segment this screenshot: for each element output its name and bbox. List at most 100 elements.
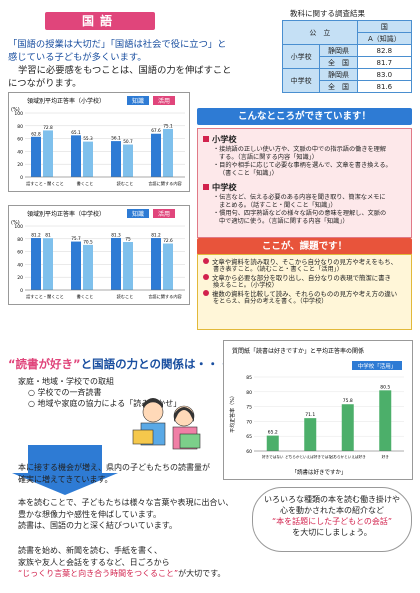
bar — [71, 135, 81, 177]
speech-bubble: いろいろな種類の本を読む働き掛けや 心を動かされた本の紹介など “本を話題にした… — [252, 487, 412, 552]
bar — [266, 435, 279, 451]
legend-knowledge-label: 知識 — [132, 210, 144, 218]
square-bullet-icon — [203, 136, 209, 142]
para-reading-volume: 本に接する機会が増え、県内の子どもたちの読書量が 確実に増えてきています。 — [18, 463, 210, 484]
bar — [123, 144, 133, 177]
bar — [43, 130, 53, 177]
chart-junior-high-svg: 領域別平均正答率（中学校） 知識 活用 (%) 0 20 40 60 80 100 81.2 81 話す… — [11, 209, 185, 300]
bar — [31, 136, 41, 177]
bar — [163, 128, 173, 177]
y-tick-label: 20 — [17, 162, 23, 168]
x-tick-label: 話すこと・聞くこと — [26, 293, 64, 300]
data-label: 70.5 — [83, 239, 93, 245]
bar — [43, 238, 53, 290]
good-panel: 小学校 ・接続語の正しい使い方や、文脈の中での指示語の働きを理解 する。（言語に… — [197, 128, 412, 238]
bar — [111, 141, 121, 177]
y-tick-label: 80 — [246, 390, 252, 396]
y-tick-label: 60 — [17, 137, 23, 143]
data-label: 71.1 — [305, 412, 315, 418]
x-tick-label: どちらかといえば好き — [330, 454, 366, 459]
issue-panel: 文章や資料を読み取り、そこから自分なりの見方や考えをもち、 書き表すこと。（読む… — [197, 254, 412, 330]
y-tick-label: 0 — [20, 175, 23, 181]
tag-label: 中学校「活用」 — [358, 362, 397, 370]
y-tick-label: 0 — [20, 288, 23, 294]
data-label: 75 — [125, 237, 131, 243]
data-label: 67.6 — [151, 128, 161, 134]
circle-bullet-icon — [203, 258, 209, 264]
x-tick-label: 言語に関する内容 — [148, 293, 182, 300]
y-tick-label: 85 — [246, 375, 252, 381]
data-label: 81.3 — [111, 232, 121, 238]
chart-title: 領域別平均正答率（小学校） — [27, 97, 105, 105]
reading-chart: 質問紙「読書は好きですか」と平均正答率の関係中学校「活用」平均正答率（%） 60 6… — [223, 340, 413, 480]
y-axis-label: 平均正答率（%） — [229, 393, 236, 433]
circle-bullet-icon — [203, 290, 209, 296]
bar — [151, 238, 161, 290]
x-tick-label: 書くこと — [77, 293, 94, 300]
bar — [304, 418, 317, 451]
chart-title: 領域別平均正答率（中学校） — [27, 210, 105, 218]
legend-knowledge-label: 知識 — [132, 97, 144, 105]
reading-question: “読書が好き”と国語の力との関係は・・・？ — [8, 357, 242, 371]
data-label: 80.5 — [380, 384, 390, 390]
legend-application-swatch — [153, 96, 175, 105]
children-reading-illustration — [132, 398, 201, 450]
chart-junior-high: 領域別平均正答率（中学校） 知識 活用 (%) 0 20 40 60 80 100 81.2 81 話す… — [8, 205, 190, 305]
legend-application-label: 活用 — [158, 97, 170, 105]
bar — [341, 404, 354, 451]
x-axis-caption: 「読書は好きですか」 — [291, 468, 346, 476]
circle-bullet-icon — [203, 274, 209, 280]
lead-text: 「国語の授業は大切だ」「国語は社会で役に立つ」と 感じている子どもが多くいます。… — [8, 39, 232, 89]
y-tick-label: 75 — [246, 405, 252, 411]
bar — [123, 242, 133, 290]
data-label: 65.2 — [268, 430, 278, 436]
data-label: 75.7 — [71, 236, 81, 242]
y-axis-unit: (%) — [11, 107, 20, 113]
chart-elementary: 領域別平均正答率（小学校） 知識 活用 (%) 0 20 40 60 80 100 62.8 72.8… — [8, 92, 190, 192]
x-tick-label: 話すこと・聞くこと — [26, 180, 64, 187]
survey-title: 教科に関する調査結果 — [290, 9, 365, 18]
y-tick-label: 65 — [246, 434, 252, 440]
data-label: 81 — [45, 233, 51, 239]
bar — [83, 244, 93, 290]
initiatives: 家庭・地域・学校での取組 ○ 学校での一斉読書 ○ 地域や家庭の協力による「読み… — [18, 377, 182, 408]
y-tick-label: 70 — [246, 419, 252, 425]
data-label: 56.1 — [111, 136, 121, 142]
down-arrow-icon — [28, 445, 102, 473]
bar — [163, 243, 173, 290]
data-label: 72.6 — [163, 238, 173, 244]
page-title: 国語 — [45, 12, 155, 30]
bar — [151, 133, 161, 177]
y-tick-label: 40 — [17, 262, 23, 268]
y-tick-label: 60 — [17, 250, 23, 256]
y-tick-label: 60 — [246, 449, 252, 455]
chart-elementary-svg: 領域別平均正答率（小学校） 知識 活用 (%) 0 20 40 60 80 100 62.872.8… — [11, 96, 185, 187]
legend-application-swatch — [153, 209, 175, 218]
data-label: 72.8 — [43, 125, 53, 131]
bar — [111, 237, 121, 290]
bar — [31, 238, 41, 290]
legend-knowledge-swatch — [127, 209, 149, 218]
y-tick-label: 40 — [17, 149, 23, 155]
data-label: 81.2 — [31, 233, 41, 239]
data-label: 62.8 — [31, 131, 41, 137]
data-label: 81.2 — [151, 233, 161, 239]
para-reading-benefits: 本を読むことで、子どもたちは様々な言葉や表現に出合い、 豊かな想像力や感性を伸ば… — [18, 498, 234, 530]
y-tick-label: 100 — [14, 224, 23, 230]
y-tick-label: 80 — [17, 124, 23, 130]
y-tick-label: 100 — [14, 111, 23, 117]
data-label: 55.3 — [83, 136, 93, 142]
chart-title: 質問紙「読書は好きですか」と平均正答率の関係 — [232, 347, 364, 355]
y-axis-unit: (%) — [11, 220, 20, 226]
tag-box — [352, 361, 402, 370]
x-tick-label: 好きではない — [262, 454, 284, 459]
data-label: 50.7 — [123, 139, 133, 145]
data-label: 75.1 — [163, 123, 173, 129]
x-tick-label: 書くこと — [77, 180, 94, 187]
y-tick-label: 80 — [17, 237, 23, 243]
para-advice: 読書を始め、新聞を読む、手紙を書く、 家族や友人と会話をするなど、日ごろから “… — [18, 546, 226, 578]
data-label: 75.8 — [343, 398, 353, 404]
y-tick-label: 20 — [17, 275, 23, 281]
legend-application-label: 活用 — [158, 210, 170, 218]
